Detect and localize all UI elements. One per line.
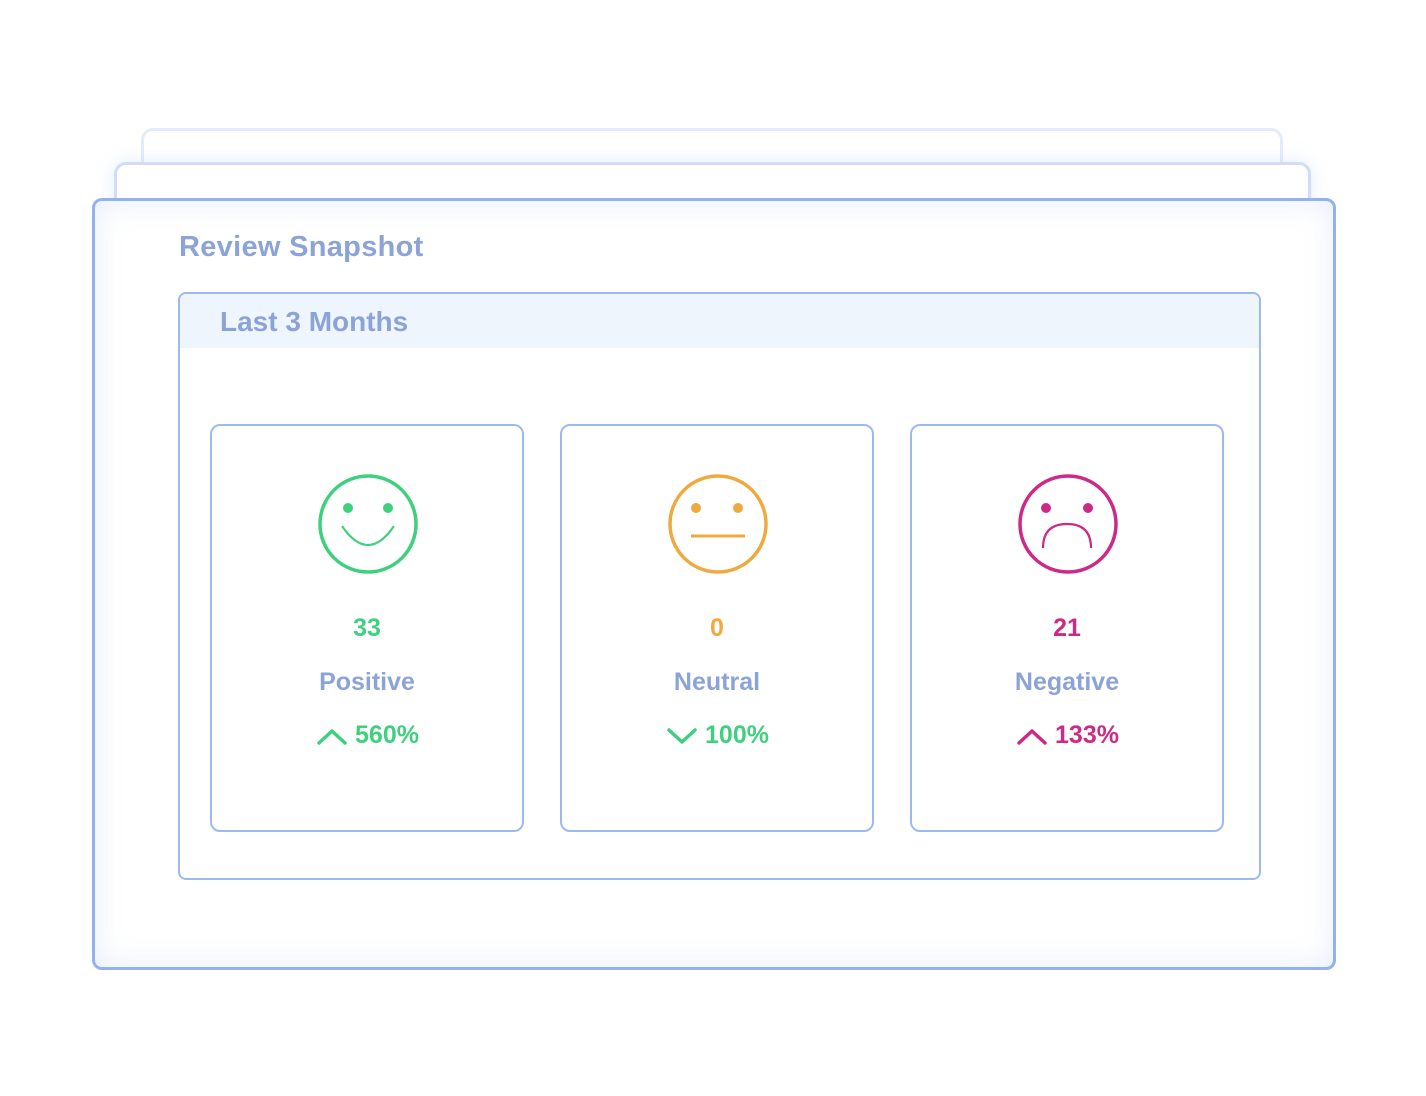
negative-change-value: 133% bbox=[1055, 721, 1119, 749]
chevron-down-icon bbox=[667, 727, 697, 744]
negative-change: 133% bbox=[912, 721, 1222, 750]
sad-face-icon bbox=[1018, 474, 1118, 574]
positive-tile[interactable]: 33 Positive 560% bbox=[210, 424, 524, 832]
period-header: Last 3 Months bbox=[180, 294, 1259, 348]
period-title: Last 3 Months bbox=[220, 306, 409, 337]
neutral-change: 100% bbox=[562, 721, 872, 750]
chevron-up-icon bbox=[317, 728, 347, 745]
neutral-change-value: 100% bbox=[705, 721, 769, 749]
positive-label: Positive bbox=[319, 668, 415, 696]
positive-change-value: 560% bbox=[355, 721, 419, 749]
card-title: Review Snapshot bbox=[179, 231, 424, 263]
neutral-label: Neutral bbox=[673, 668, 761, 696]
negative-count: 21 bbox=[1053, 614, 1081, 642]
positive-count: 33 bbox=[353, 614, 381, 642]
neutral-count: 0 bbox=[710, 614, 724, 642]
period-panel: Last 3 Months 33 Positive 560% bbox=[178, 292, 1261, 880]
positive-change: 560% bbox=[212, 721, 522, 750]
neutral-face-icon bbox=[668, 474, 768, 574]
negative-tile[interactable]: 21 Negative 133% bbox=[910, 424, 1224, 832]
smile-face-icon bbox=[318, 474, 418, 574]
review-snapshot-card: Review Snapshot Last 3 Months 33 Positiv… bbox=[92, 198, 1336, 970]
chevron-up-icon bbox=[1017, 728, 1047, 745]
negative-label: Negative bbox=[1014, 668, 1120, 696]
neutral-tile[interactable]: 0 Neutral 100% bbox=[560, 424, 874, 832]
